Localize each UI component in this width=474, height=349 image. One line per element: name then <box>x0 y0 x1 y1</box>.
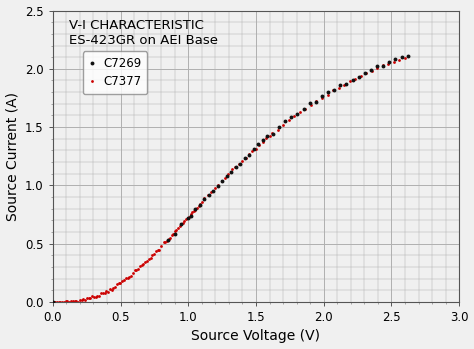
C7269 <box>319 94 325 98</box>
C7269 <box>165 238 171 242</box>
C7269 <box>270 132 276 136</box>
Line: C7269: C7269 <box>51 54 410 304</box>
C7269 <box>276 125 282 129</box>
C7269 <box>179 222 184 226</box>
C7269 <box>313 100 319 104</box>
C7269 <box>399 54 404 59</box>
C7269 <box>251 147 256 151</box>
C7269 <box>246 153 252 157</box>
C7269 <box>405 54 410 58</box>
Y-axis label: Source Current (A): Source Current (A) <box>6 92 19 221</box>
C7269 <box>206 193 211 197</box>
C7269 <box>368 68 374 72</box>
C7269 <box>307 101 312 105</box>
C7269 <box>344 81 349 86</box>
Legend: C7269, C7377: C7269, C7377 <box>83 51 147 94</box>
C7269 <box>210 189 216 193</box>
C7269 <box>356 75 362 79</box>
C7269 <box>255 142 261 147</box>
C7269 <box>374 64 380 68</box>
C7269 <box>242 156 247 160</box>
C7377 <box>50 300 55 304</box>
C7377 <box>212 186 218 190</box>
C7269 <box>224 174 229 178</box>
C7377 <box>358 74 364 78</box>
C7269 <box>301 106 306 111</box>
C7377 <box>374 66 380 70</box>
C7269 <box>197 203 202 207</box>
C7269 <box>350 78 356 82</box>
C7269 <box>219 179 225 183</box>
C7269 <box>192 207 198 211</box>
C7269 <box>264 134 270 138</box>
C7269 <box>201 197 207 201</box>
C7269 <box>172 231 178 236</box>
C7269 <box>331 88 337 92</box>
C7269 <box>233 165 238 169</box>
C7269 <box>50 300 55 304</box>
C7269 <box>283 119 288 123</box>
C7269 <box>228 170 234 174</box>
C7377 <box>64 299 70 303</box>
C7269 <box>386 60 392 64</box>
C7269 <box>260 138 265 142</box>
C7269 <box>188 214 194 218</box>
Text: V-I CHARACTERISTIC
ES-423GR on AEI Base: V-I CHARACTERISTIC ES-423GR on AEI Base <box>69 19 218 47</box>
X-axis label: Source Voltage (V): Source Voltage (V) <box>191 329 320 343</box>
C7269 <box>295 112 301 116</box>
C7269 <box>337 83 343 87</box>
C7377 <box>192 208 198 212</box>
C7269 <box>289 115 294 119</box>
C7269 <box>185 216 191 220</box>
C7269 <box>362 71 368 75</box>
C7269 <box>237 162 243 166</box>
C7377 <box>402 55 408 60</box>
C7269 <box>215 184 220 188</box>
C7377 <box>199 199 205 203</box>
C7269 <box>325 90 331 94</box>
C7269 <box>380 64 386 68</box>
Line: C7377: C7377 <box>51 56 406 303</box>
C7269 <box>392 57 398 61</box>
